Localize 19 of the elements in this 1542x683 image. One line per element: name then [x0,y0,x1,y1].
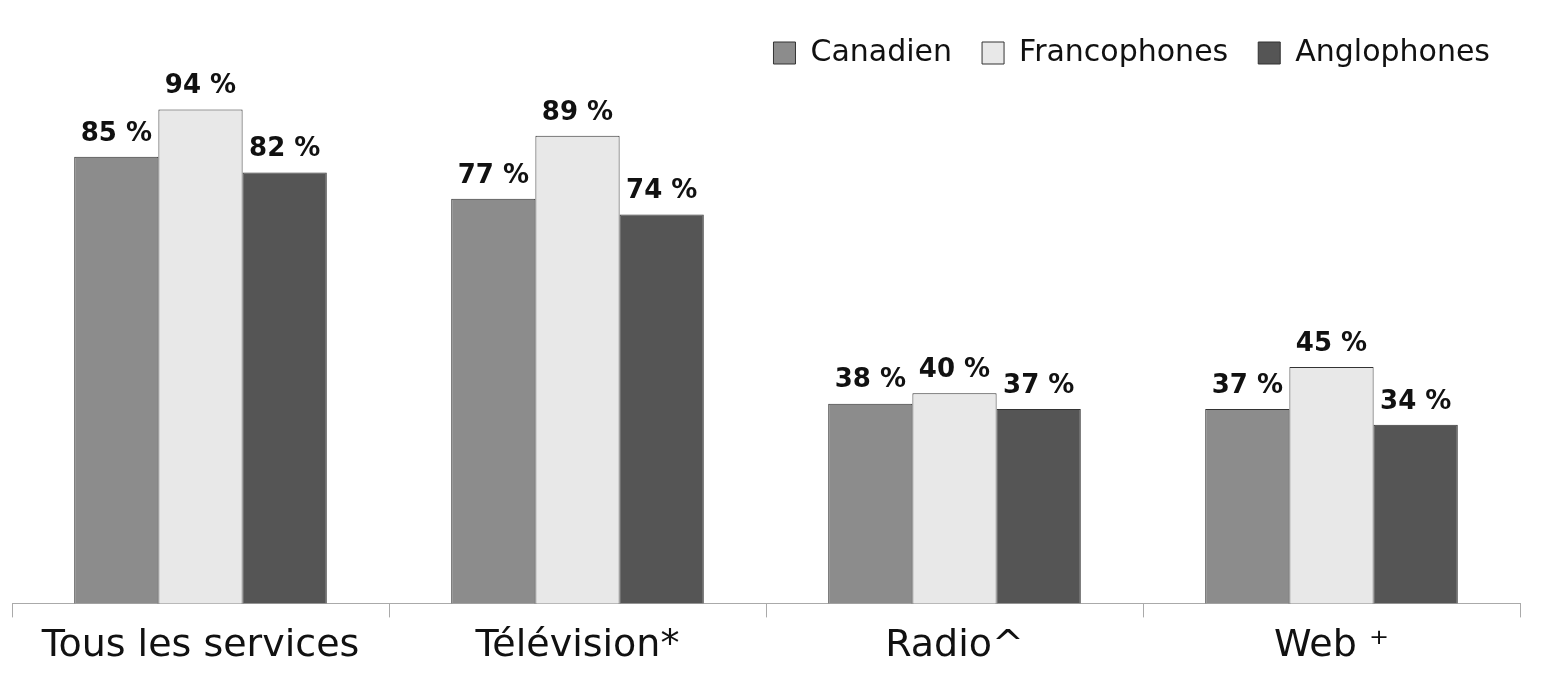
data-label: 38 % [834,363,906,394]
x-tick-label: Tous les services [40,621,360,666]
data-label: 77 % [457,158,529,189]
legend-label: Anglophones [1295,32,1490,68]
data-label: 45 % [1295,326,1368,357]
data-label: 74 % [626,174,698,205]
data-label: 37 % [1211,368,1283,399]
legend-label: Canadien [810,32,953,68]
legend-label: Francophones [1019,32,1229,68]
data-label: 85 % [80,116,152,147]
data-label: 40 % [918,352,991,383]
data-label: 94 % [164,69,237,100]
data-label: 82 % [249,132,321,163]
x-tick-label: Télévision* [474,621,680,666]
data-label: 37 % [1003,368,1075,399]
data-label: 89 % [541,95,614,126]
data-label: 34 % [1380,384,1452,415]
x-tick-label: Web ⁺ [1274,621,1389,666]
x-tick-label: Radio^ [885,621,1024,666]
